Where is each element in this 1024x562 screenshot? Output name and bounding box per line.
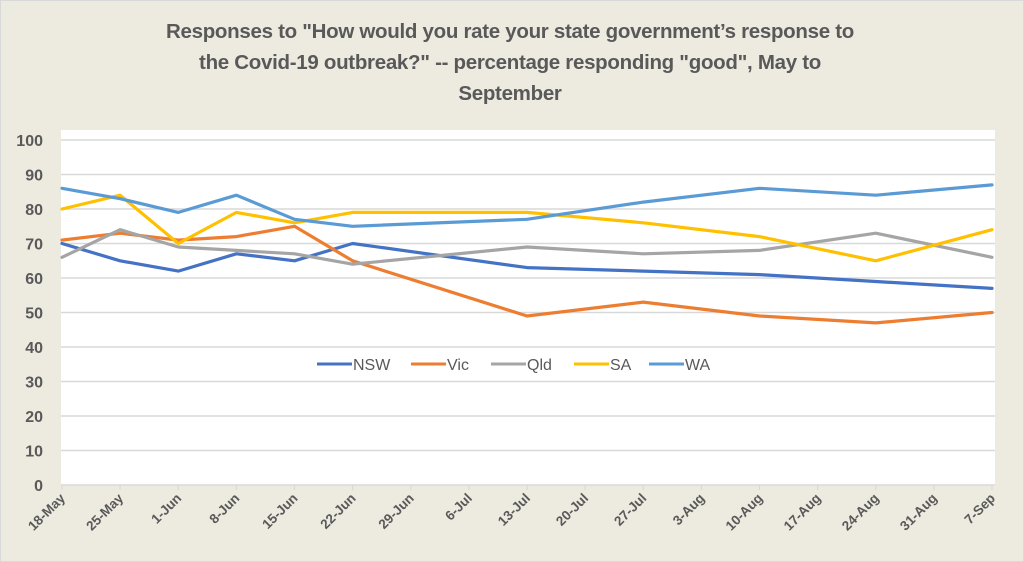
legend-label: Qld bbox=[527, 357, 552, 374]
legend-item-vic: Vic bbox=[411, 357, 469, 374]
y-tick-label: 20 bbox=[25, 409, 43, 426]
x-tick-label: 17-Aug bbox=[781, 491, 824, 534]
x-tick-label: 27-Jul bbox=[611, 491, 649, 529]
x-tick-label: 8-Jun bbox=[206, 491, 242, 527]
chart-title-line-2: the Covid-19 outbreak?" -- percentage re… bbox=[199, 51, 821, 74]
legend-item-qld: Qld bbox=[491, 357, 552, 374]
x-tick-label: 20-Jul bbox=[553, 491, 591, 529]
chart-title: Responses to "How would you rate your st… bbox=[100, 16, 920, 109]
legend-item-sa: SA bbox=[574, 357, 632, 374]
x-tick-label: 31-Aug bbox=[897, 491, 940, 534]
x-tick-label: 10-Aug bbox=[723, 491, 766, 534]
y-tick-label: 80 bbox=[25, 202, 43, 219]
x-tick-label: 15-Jun bbox=[259, 491, 300, 532]
gridlines bbox=[61, 139, 995, 452]
legend-label: Vic bbox=[447, 357, 469, 374]
legend-label: SA bbox=[610, 357, 632, 374]
legend-label: NSW bbox=[353, 357, 391, 374]
y-tick-label: 60 bbox=[25, 271, 43, 288]
x-tick-label: 3-Aug bbox=[670, 491, 708, 529]
plot-area bbox=[61, 130, 995, 485]
y-tick-label: 50 bbox=[25, 306, 43, 323]
x-tick-label: 6-Jul bbox=[442, 491, 475, 524]
legend-item-wa: WA bbox=[649, 357, 711, 374]
x-tick-label: 25-May bbox=[83, 490, 126, 533]
legend-item-nsw: NSW bbox=[317, 357, 391, 374]
y-axis-ticks: 0 10 20 30 40 50 60 70 80 90 100 bbox=[16, 133, 43, 495]
y-tick-label: 40 bbox=[25, 340, 43, 357]
y-tick-label: 0 bbox=[34, 478, 43, 495]
y-tick-label: 70 bbox=[25, 237, 43, 254]
x-tick-label: 22-Jun bbox=[317, 491, 358, 532]
x-tick-label: 13-Jul bbox=[495, 491, 533, 529]
x-tick-label: 1-Jun bbox=[148, 491, 184, 527]
x-tick-label: 18-May bbox=[25, 490, 68, 533]
legend: NSW Vic Qld SA WA bbox=[317, 357, 711, 374]
y-tick-label: 30 bbox=[25, 375, 43, 392]
y-tick-label: 10 bbox=[25, 444, 43, 461]
chart-title-line-1: Responses to "How would you rate your st… bbox=[166, 20, 854, 43]
x-axis: 18-May 25-May 1-Jun 8-Jun 15-Jun 22-Jun 29-Jun… bbox=[25, 484, 999, 534]
y-tick-label: 100 bbox=[16, 133, 43, 150]
x-tick-label: 24-Aug bbox=[839, 491, 882, 534]
series-lines bbox=[60, 183, 994, 325]
series-line-nsw bbox=[60, 241, 994, 290]
series-line-wa bbox=[60, 183, 994, 228]
series-line-sa bbox=[60, 193, 994, 263]
legend-label: WA bbox=[685, 357, 711, 374]
series-line-vic bbox=[60, 224, 994, 325]
chart-title-line-3: September bbox=[458, 82, 562, 105]
y-tick-label: 90 bbox=[25, 168, 43, 185]
x-tick-label: 29-Jun bbox=[375, 491, 416, 532]
x-tick-label: 7-Sep bbox=[962, 491, 999, 528]
